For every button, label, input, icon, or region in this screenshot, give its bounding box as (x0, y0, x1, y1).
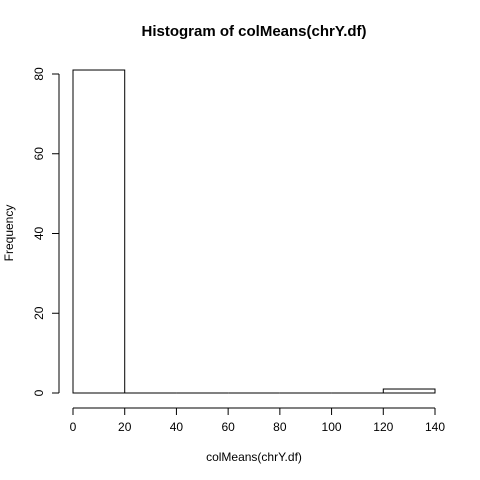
y-tick-label-4: 80 (32, 67, 46, 81)
x-tick-label-3: 60 (221, 420, 235, 434)
y-tick-label-0: 0 (32, 389, 46, 396)
x-tick-label-1: 20 (118, 420, 132, 434)
y-tick-label-2: 40 (32, 227, 46, 241)
y-tick-label-1: 20 (32, 306, 46, 320)
x-tick-label-5: 100 (322, 420, 342, 434)
x-tick-label-7: 140 (425, 420, 445, 434)
y-axis: 0 20 40 60 80 (32, 67, 60, 396)
histogram-bar-0 (72, 69, 126, 394)
x-axis: 0 20 40 60 80 100 120 140 (70, 407, 445, 434)
x-tick-label-4: 80 (273, 420, 287, 434)
x-tick-label-2: 40 (170, 420, 184, 434)
y-tick-label-3: 60 (32, 147, 46, 161)
histogram-bar-6 (382, 388, 436, 394)
bars-layer (72, 69, 436, 394)
x-tick-label-6: 120 (373, 420, 393, 434)
x-axis-label: colMeans(chrY.df) (206, 450, 302, 464)
y-axis-label: Frequency (2, 205, 16, 262)
chart-title: Histogram of colMeans(chrY.df) (141, 23, 366, 40)
x-tick-label-0: 0 (70, 420, 77, 434)
